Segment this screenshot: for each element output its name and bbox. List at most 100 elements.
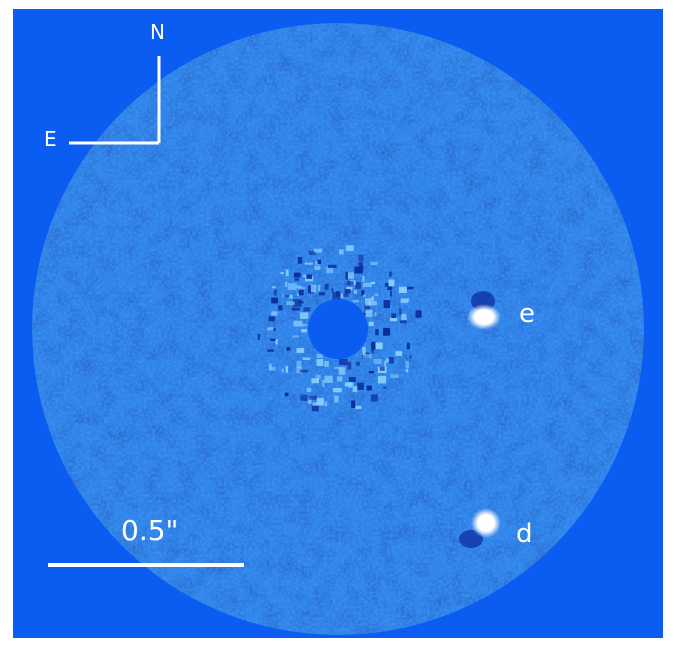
speckle	[303, 274, 307, 278]
coronagraph-mask	[308, 299, 368, 359]
speckle	[395, 351, 403, 356]
speckle	[316, 359, 324, 367]
speckle	[340, 293, 344, 299]
speckle	[363, 282, 372, 288]
speckle	[389, 290, 392, 297]
speckle	[301, 329, 307, 333]
speckle	[346, 281, 354, 286]
speckle	[370, 282, 376, 284]
speckle	[291, 307, 301, 311]
speckle	[285, 366, 288, 373]
speckle	[373, 358, 382, 364]
speckle	[389, 317, 398, 322]
speckle	[314, 248, 323, 253]
speckle	[404, 286, 414, 290]
speckle	[406, 342, 410, 350]
speckle-ring	[257, 245, 422, 412]
north-label: N	[150, 20, 165, 44]
speckle	[306, 274, 312, 279]
speckle	[339, 249, 344, 255]
speckle	[312, 402, 318, 406]
speckle	[300, 394, 308, 401]
speckle	[257, 333, 260, 341]
speckle	[311, 403, 319, 412]
speckle	[383, 300, 390, 308]
speckle	[298, 287, 304, 296]
speckle	[371, 349, 375, 354]
planet-e-label: e	[519, 299, 535, 329]
speckle	[304, 262, 313, 265]
speckle	[296, 293, 299, 297]
speckle	[267, 327, 274, 331]
speckle	[306, 387, 312, 393]
speckle	[379, 366, 385, 371]
speckle	[308, 397, 312, 404]
speckle	[390, 374, 399, 378]
speckle	[388, 357, 394, 364]
speckle	[345, 271, 348, 280]
speckle	[311, 378, 319, 384]
speckle	[328, 264, 337, 268]
speckle	[356, 361, 360, 366]
speckle	[345, 245, 354, 252]
speckle	[296, 366, 303, 374]
speckle	[292, 335, 300, 338]
speckle	[409, 355, 412, 359]
speckle	[317, 285, 321, 292]
planet-d-label: d	[516, 519, 533, 549]
speckle	[351, 400, 356, 408]
coronagraph-image: N E 0.5" e d	[13, 9, 663, 638]
speckle	[310, 284, 317, 293]
speckle	[294, 278, 299, 281]
speckle	[303, 307, 311, 312]
speckle	[269, 363, 272, 371]
speckle	[383, 327, 389, 336]
speckle	[415, 310, 422, 318]
speckle	[405, 361, 409, 369]
speckle	[324, 283, 329, 290]
speckle	[288, 294, 293, 299]
speckle	[285, 269, 289, 277]
speckle	[300, 369, 308, 373]
speckle	[368, 321, 374, 327]
speckle	[370, 394, 378, 402]
speckle	[374, 342, 383, 350]
speckle	[268, 316, 275, 322]
speckle	[375, 329, 379, 336]
speckle	[293, 320, 303, 327]
speckle	[352, 300, 359, 303]
speckle	[400, 320, 407, 324]
speckle	[357, 382, 364, 390]
speckle	[268, 366, 276, 371]
speckle	[293, 272, 301, 278]
speckle	[368, 371, 375, 374]
speckle	[347, 272, 354, 279]
speckle	[296, 360, 302, 369]
speckle	[324, 375, 333, 383]
speckle	[281, 368, 284, 372]
speckle	[316, 397, 324, 406]
speckle	[298, 301, 304, 304]
speckle	[314, 265, 321, 270]
speckle	[348, 377, 356, 382]
speckle	[385, 358, 391, 363]
speckle	[365, 298, 372, 306]
speckle	[353, 289, 357, 294]
speckle	[355, 405, 362, 410]
speckle	[286, 301, 295, 306]
speckle	[399, 308, 402, 316]
speckle	[374, 312, 377, 317]
speckle	[362, 354, 372, 359]
speckle	[301, 323, 308, 327]
speckle	[267, 349, 274, 352]
speckle	[284, 392, 289, 397]
speckle	[286, 347, 291, 351]
speckle	[271, 286, 276, 289]
speckle	[354, 266, 364, 274]
speckle	[302, 357, 310, 360]
speckle	[324, 401, 328, 407]
speckle	[273, 289, 277, 296]
image-field	[13, 9, 663, 638]
speckle	[280, 271, 284, 275]
speckle	[355, 281, 362, 289]
